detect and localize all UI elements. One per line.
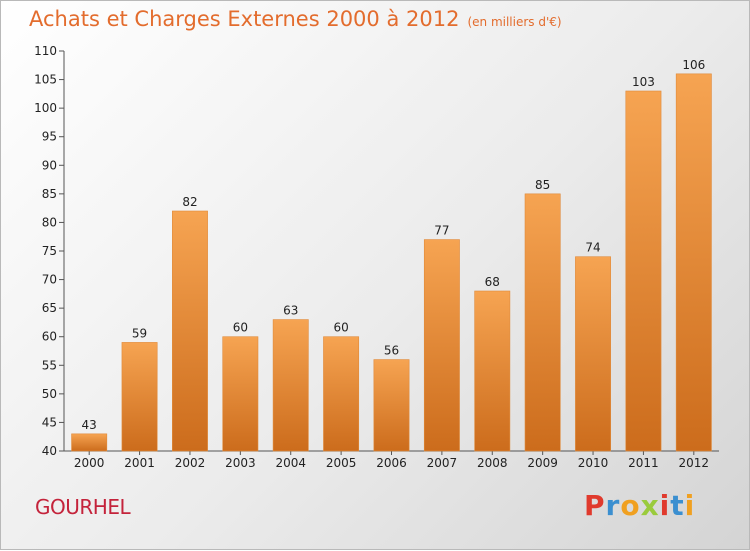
chart-subtitle: (en milliers d'€) bbox=[467, 15, 562, 29]
bar-value-label: 82 bbox=[182, 195, 197, 209]
bar-value-label: 56 bbox=[384, 344, 399, 358]
logo-letter: i bbox=[659, 489, 671, 522]
y-tick-label: 55 bbox=[42, 358, 57, 372]
bar[interactable] bbox=[222, 336, 259, 452]
y-tick-label: 110 bbox=[34, 44, 57, 58]
bar-value-label: 63 bbox=[283, 304, 298, 318]
y-tick-label: 80 bbox=[42, 215, 57, 229]
bar-value-label: 74 bbox=[585, 241, 600, 255]
x-tick-label: 2003 bbox=[225, 456, 256, 470]
bar[interactable] bbox=[172, 210, 208, 452]
y-tick-label: 75 bbox=[42, 244, 57, 258]
proxiti-logo[interactable]: Proxiti bbox=[584, 489, 695, 522]
y-tick-label: 90 bbox=[42, 158, 57, 172]
x-tick-label: 2006 bbox=[376, 456, 407, 470]
x-tick-label: 2007 bbox=[427, 456, 458, 470]
y-tick-label: 65 bbox=[42, 301, 57, 315]
bar-value-label: 85 bbox=[535, 178, 550, 192]
x-tick-label: 2010 bbox=[578, 456, 609, 470]
x-tick-label: 2008 bbox=[477, 456, 508, 470]
bar-value-label: 60 bbox=[233, 321, 248, 335]
chart-title: Achats et Charges Externes 2000 à 2012 (e… bbox=[29, 7, 562, 31]
y-tick-label: 60 bbox=[42, 330, 57, 344]
bar-value-label: 68 bbox=[485, 275, 500, 289]
bar[interactable] bbox=[625, 90, 662, 452]
chart-bars bbox=[71, 73, 712, 452]
x-tick-label: 2005 bbox=[326, 456, 357, 470]
y-tick-label: 105 bbox=[34, 73, 57, 87]
x-tick-label: 2000 bbox=[74, 456, 105, 470]
chart-labels: 43 59 82 60 63 60 56 77 68 85 74 103 106 bbox=[82, 58, 706, 432]
place-name: GOURHEL bbox=[35, 495, 131, 519]
bar[interactable] bbox=[272, 319, 309, 452]
bar[interactable] bbox=[575, 256, 611, 452]
bar[interactable] bbox=[675, 73, 712, 452]
x-tick-label: 2009 bbox=[527, 456, 558, 470]
bar[interactable] bbox=[524, 193, 561, 452]
logo-letter: x bbox=[640, 489, 660, 522]
x-tick-label: 2002 bbox=[175, 456, 206, 470]
y-tick-label: 45 bbox=[42, 415, 57, 429]
y-tick-label: 95 bbox=[42, 130, 57, 144]
x-tick-label: 2011 bbox=[628, 456, 659, 470]
y-tick-label: 100 bbox=[34, 101, 57, 115]
y-tick-label: 40 bbox=[42, 444, 57, 458]
x-tick-label: 2004 bbox=[275, 456, 306, 470]
bar[interactable] bbox=[423, 239, 460, 452]
bar-value-label: 106 bbox=[682, 58, 705, 72]
bar[interactable] bbox=[323, 336, 360, 452]
chart-title-text: Achats et Charges Externes 2000 à 2012 bbox=[29, 7, 460, 31]
y-tick-label: 85 bbox=[42, 187, 57, 201]
y-tick-label: 70 bbox=[42, 273, 57, 287]
y-tick-label: 50 bbox=[42, 387, 57, 401]
x-tick-label: 2012 bbox=[679, 456, 710, 470]
logo-letter: r bbox=[605, 489, 621, 522]
bar-value-label: 77 bbox=[434, 224, 449, 238]
bar-value-label: 60 bbox=[333, 321, 348, 335]
chart-axes: 40 45 50 55 60 65 70 75 80 85 90 95 100 105 110 2000 200… bbox=[34, 44, 719, 470]
bar[interactable] bbox=[474, 290, 511, 452]
logo-letter: t bbox=[670, 489, 685, 522]
bar-value-label: 59 bbox=[132, 326, 147, 340]
bar-value-label: 103 bbox=[632, 75, 655, 89]
logo-letter: o bbox=[620, 489, 641, 522]
logo-letter: P bbox=[584, 489, 606, 522]
bar[interactable] bbox=[71, 433, 108, 452]
logo-letter: i bbox=[684, 489, 696, 522]
bar[interactable] bbox=[121, 342, 158, 452]
bar-value-label: 43 bbox=[82, 418, 97, 432]
x-tick-label: 2001 bbox=[124, 456, 155, 470]
bar[interactable] bbox=[373, 359, 410, 452]
